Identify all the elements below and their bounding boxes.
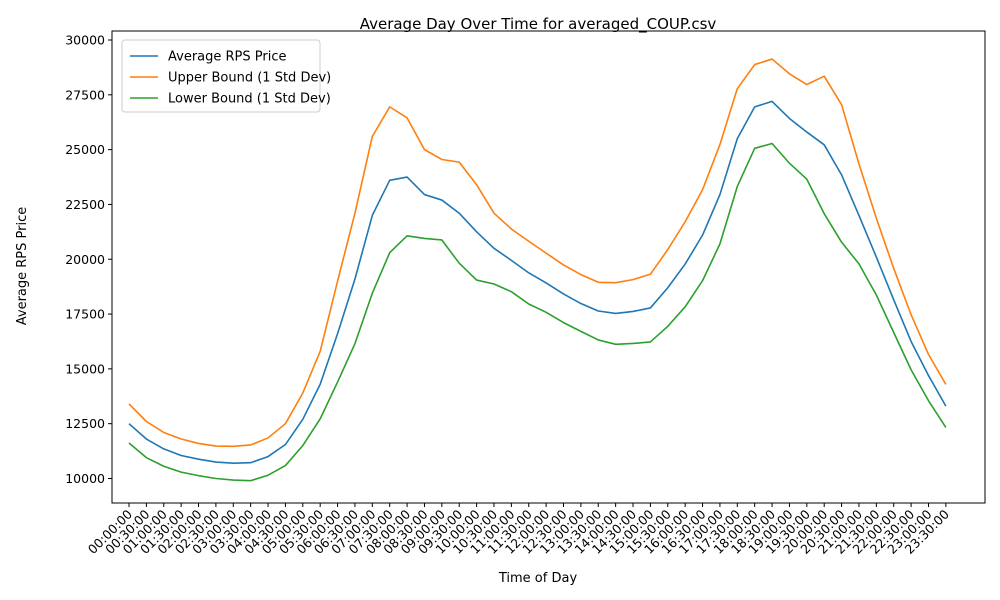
legend-box: [121, 39, 321, 113]
y-tick-label: 12500: [65, 416, 105, 431]
series-line-1: [128, 100, 947, 464]
legend-entry: Lower Bound (1 Std Dev): [168, 92, 331, 107]
legend: Average RPS Price Upper Bound (1 Std Dev)…: [121, 39, 331, 113]
chart-title: Average Day Over Time for averaged_COUP.…: [360, 15, 717, 34]
legend-entry: Average RPS Price: [168, 50, 287, 65]
plot-frame: [111, 30, 986, 504]
y-tick-label: 17500: [65, 307, 105, 322]
x-axis-label: Time of Day: [498, 571, 578, 586]
series-layer: [128, 58, 947, 482]
y-tick-label: 25000: [65, 142, 105, 157]
y-axis: 10000 12500 15000 17500 20000 22500 25000 27500…: [65, 33, 112, 486]
y-tick-label: 22500: [65, 197, 105, 212]
series-line-2: [128, 58, 947, 448]
x-axis: 00:00:0000:30:0001:00:0001:30:0002:00:00…: [85, 503, 952, 557]
y-axis-label: Average RPS Price: [15, 207, 30, 326]
y-tick-label: 27500: [65, 87, 105, 102]
y-tick-label: 30000: [65, 33, 105, 48]
y-tick-label: 15000: [65, 361, 105, 376]
y-tick-label: 10000: [65, 471, 105, 486]
legend-entry: Upper Bound (1 Std Dev): [168, 71, 331, 86]
series-line-3: [128, 142, 947, 482]
y-tick-label: 20000: [65, 252, 105, 267]
